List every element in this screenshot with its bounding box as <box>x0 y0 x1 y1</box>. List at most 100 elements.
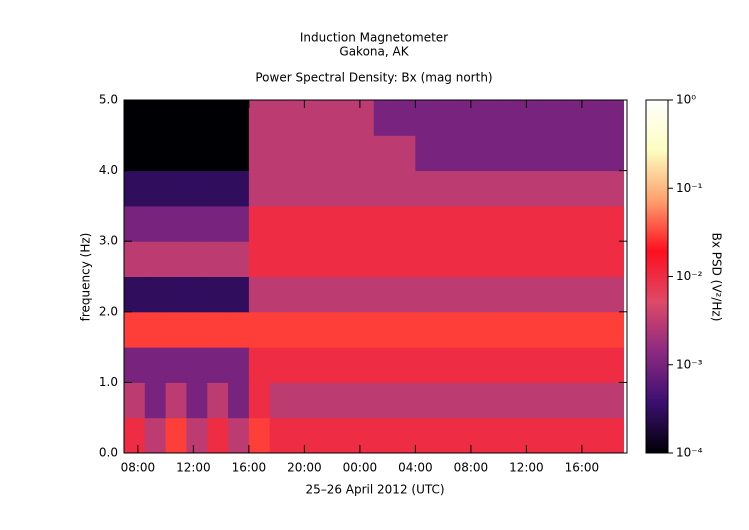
heatmap-cell <box>436 417 458 454</box>
heatmap-cell <box>415 382 437 419</box>
heatmap-cell <box>581 205 604 242</box>
heatmap-cell <box>540 241 562 277</box>
heatmap-cell <box>290 347 312 383</box>
heatmap-cell <box>207 382 229 419</box>
heatmap-cell <box>373 100 396 136</box>
colorbar-label: Bx PSD (V²/Hz) <box>710 233 724 322</box>
heatmap-cell <box>186 170 208 207</box>
heatmap-cell <box>477 205 500 242</box>
heatmap-cell <box>228 276 250 313</box>
x-tick-label: 20:00 <box>287 461 322 475</box>
heatmap-cell <box>311 276 333 313</box>
heatmap-cell <box>477 100 500 136</box>
heatmap-cell <box>332 276 354 313</box>
x-tick-label: 16:00 <box>232 461 267 475</box>
heatmap-cell <box>519 100 541 136</box>
heatmap-cell <box>228 311 250 348</box>
heatmap-cell <box>519 276 541 313</box>
heatmap-cell <box>207 276 229 313</box>
heatmap-cell <box>394 135 416 172</box>
heatmap-cell <box>498 311 520 348</box>
heatmap-cell <box>394 100 416 136</box>
heatmap-cell <box>457 135 479 172</box>
heatmap-cell <box>519 417 541 454</box>
heatmap-cell <box>561 417 583 454</box>
heatmap-cell <box>290 205 312 242</box>
heatmap-cell <box>186 311 208 348</box>
heatmap-cell <box>248 241 271 277</box>
heatmap-cell <box>332 135 354 172</box>
heatmap-cell <box>436 347 458 383</box>
heatmap-cell <box>144 135 167 172</box>
heatmap-cell <box>540 205 562 242</box>
y-tick-label: 5.0 <box>99 93 118 107</box>
heatmap-cell <box>477 135 500 172</box>
heatmap-cell <box>290 276 312 313</box>
heatmap-cell <box>436 311 458 348</box>
heatmap-cell <box>498 417 520 454</box>
heatmap-cell <box>290 170 312 207</box>
chart-subtitle: Gakona, AK <box>339 45 409 59</box>
heatmap-cell <box>436 135 458 172</box>
heatmap-cell <box>498 100 520 136</box>
y-tick-label: 4.0 <box>99 163 118 177</box>
heatmap-cell <box>540 417 562 454</box>
x-tick-label: 12:00 <box>176 461 211 475</box>
heatmap-cell <box>561 347 583 383</box>
heatmap-cell <box>457 311 479 348</box>
heatmap-cell <box>352 100 375 136</box>
heatmap-cell <box>165 241 187 277</box>
heatmap-cell <box>332 241 354 277</box>
heatmap-cell <box>415 417 437 454</box>
heatmap-cell <box>290 135 312 172</box>
heatmap-cell <box>436 205 458 242</box>
heatmap-cell <box>415 311 437 348</box>
heatmap-cell <box>311 347 333 383</box>
heatmap-cell <box>457 170 479 207</box>
heatmap-cell <box>498 205 520 242</box>
heatmap-cell <box>352 241 375 277</box>
heatmap-cell <box>311 241 333 277</box>
heatmap-cell <box>332 347 354 383</box>
heatmap-cell <box>394 417 416 454</box>
heatmap-cell <box>248 276 271 313</box>
heatmap-cell <box>394 241 416 277</box>
heatmap-cell <box>415 135 437 172</box>
heatmap-cell <box>477 311 500 348</box>
heatmap-cell <box>311 205 333 242</box>
heatmap-cell <box>373 276 396 313</box>
x-tick-label: 08:00 <box>454 461 489 475</box>
heatmap <box>124 100 625 454</box>
heatmap-cell <box>207 311 229 348</box>
heatmap-cell <box>207 417 229 454</box>
heatmap-cell <box>373 311 396 348</box>
heatmap-cell <box>602 241 625 277</box>
heatmap-cell <box>540 276 562 313</box>
heatmap-cell <box>165 205 187 242</box>
heatmap-cell <box>352 311 375 348</box>
heatmap-cell <box>207 100 229 136</box>
heatmap-cell <box>540 135 562 172</box>
heatmap-cell <box>269 100 292 136</box>
heatmap-cell <box>311 135 333 172</box>
colorbar-tick-label: 10⁻⁴ <box>676 446 703 460</box>
heatmap-cell <box>436 276 458 313</box>
heatmap-cell <box>394 311 416 348</box>
heatmap-cell <box>498 276 520 313</box>
heatmap-cell <box>540 311 562 348</box>
heatmap-cell <box>332 170 354 207</box>
x-axis-label: 25–26 April 2012 (UTC) <box>305 483 444 497</box>
heatmap-cell <box>602 170 625 207</box>
heatmap-cell <box>290 417 312 454</box>
heatmap-cell <box>311 382 333 419</box>
heatmap-cell <box>457 347 479 383</box>
heatmap-cell <box>540 382 562 419</box>
heatmap-cell <box>352 205 375 242</box>
heatmap-cell <box>394 205 416 242</box>
heatmap-cell <box>519 382 541 419</box>
heatmap-cell <box>165 170 187 207</box>
colorbar <box>645 99 669 454</box>
heatmap-cell <box>581 417 604 454</box>
heatmap-cell <box>540 347 562 383</box>
